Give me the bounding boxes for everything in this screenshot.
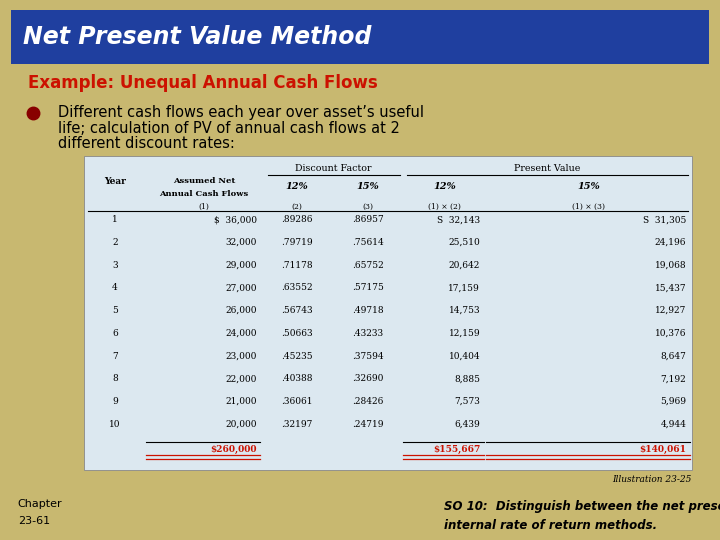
- Text: 7,573: 7,573: [454, 397, 480, 406]
- Text: 4,944: 4,944: [660, 420, 686, 429]
- Text: .75614: .75614: [352, 238, 384, 247]
- Text: Year: Year: [104, 177, 126, 186]
- Text: .45235: .45235: [282, 352, 313, 361]
- Text: 21,000: 21,000: [225, 397, 256, 406]
- Text: 10,404: 10,404: [449, 352, 480, 361]
- Text: Chapter: Chapter: [18, 499, 63, 509]
- Text: Different cash flows each year over asset’s useful: Different cash flows each year over asse…: [58, 105, 424, 120]
- Text: 24,000: 24,000: [225, 329, 256, 338]
- Text: 12,927: 12,927: [654, 306, 686, 315]
- Text: (1): (1): [199, 203, 210, 211]
- Text: 9: 9: [112, 397, 118, 406]
- Text: 10,376: 10,376: [654, 329, 686, 338]
- Text: Illustration 23-25: Illustration 23-25: [613, 475, 692, 484]
- Text: .71178: .71178: [282, 261, 313, 269]
- Text: $155,667: $155,667: [433, 445, 480, 454]
- Text: .28426: .28426: [352, 397, 383, 406]
- Text: .37594: .37594: [352, 352, 384, 361]
- Text: 24,196: 24,196: [654, 238, 686, 247]
- Text: 15%: 15%: [356, 181, 379, 191]
- Text: 8: 8: [112, 374, 118, 383]
- Text: $260,000: $260,000: [210, 445, 256, 454]
- Text: 8,885: 8,885: [454, 374, 480, 383]
- Text: 2: 2: [112, 238, 117, 247]
- Text: 19,068: 19,068: [654, 261, 686, 269]
- Text: $140,061: $140,061: [639, 445, 686, 454]
- Text: 1: 1: [112, 215, 118, 224]
- Text: .49718: .49718: [352, 306, 384, 315]
- Text: .43233: .43233: [352, 329, 383, 338]
- Text: .57175: .57175: [352, 284, 384, 292]
- Text: 14,753: 14,753: [449, 306, 480, 315]
- Text: 7,192: 7,192: [660, 374, 686, 383]
- Text: .56743: .56743: [282, 306, 313, 315]
- Text: internal rate of return methods.: internal rate of return methods.: [444, 519, 657, 532]
- Text: 15%: 15%: [577, 181, 600, 191]
- Text: S  31,305: S 31,305: [643, 215, 686, 224]
- Text: 29,000: 29,000: [225, 261, 256, 269]
- Text: 12,159: 12,159: [449, 329, 480, 338]
- Text: .89286: .89286: [282, 215, 313, 224]
- Text: 12%: 12%: [433, 181, 456, 191]
- Text: 17,159: 17,159: [449, 284, 480, 292]
- Text: $  36,000: $ 36,000: [214, 215, 256, 224]
- Text: .65752: .65752: [352, 261, 384, 269]
- Text: 23-61: 23-61: [18, 516, 50, 526]
- Text: .63552: .63552: [282, 284, 313, 292]
- Text: 20,000: 20,000: [225, 420, 256, 429]
- Text: 5,969: 5,969: [660, 397, 686, 406]
- Text: 10: 10: [109, 420, 121, 429]
- Text: 4: 4: [112, 284, 118, 292]
- Text: (1) × (3): (1) × (3): [572, 203, 606, 211]
- Text: .36061: .36061: [282, 397, 313, 406]
- Text: .32197: .32197: [282, 420, 312, 429]
- Text: .24719: .24719: [352, 420, 384, 429]
- Text: .79719: .79719: [282, 238, 313, 247]
- Text: (2): (2): [292, 203, 302, 211]
- Text: different discount rates:: different discount rates:: [58, 137, 235, 151]
- Text: 27,000: 27,000: [225, 284, 256, 292]
- Text: 32,000: 32,000: [225, 238, 256, 247]
- Text: Example: Unequal Annual Cash Flows: Example: Unequal Annual Cash Flows: [28, 75, 378, 92]
- Text: 12%: 12%: [286, 181, 308, 191]
- Text: .40388: .40388: [282, 374, 313, 383]
- Text: life; calculation of PV of annual cash flows at 2: life; calculation of PV of annual cash f…: [58, 121, 400, 136]
- Bar: [84, 156, 692, 470]
- Text: (3): (3): [362, 203, 373, 211]
- Text: Net Present Value Method: Net Present Value Method: [23, 25, 372, 49]
- Text: 23,000: 23,000: [225, 352, 256, 361]
- Text: Assumed Net: Assumed Net: [173, 177, 235, 185]
- Text: 3: 3: [112, 261, 117, 269]
- Text: 22,000: 22,000: [225, 374, 256, 383]
- Text: 5: 5: [112, 306, 118, 315]
- Text: 8,647: 8,647: [660, 352, 686, 361]
- Text: 26,000: 26,000: [225, 306, 256, 315]
- Text: Present Value: Present Value: [514, 164, 581, 173]
- Text: 25,510: 25,510: [449, 238, 480, 247]
- Text: 6,439: 6,439: [454, 420, 480, 429]
- Text: .32690: .32690: [352, 374, 383, 383]
- Text: .50663: .50663: [282, 329, 313, 338]
- Text: 20,642: 20,642: [449, 261, 480, 269]
- Text: (1) × (2): (1) × (2): [428, 203, 461, 211]
- Text: Annual Cash Flows: Annual Cash Flows: [159, 190, 248, 198]
- Text: 7: 7: [112, 352, 118, 361]
- Text: Discount Factor: Discount Factor: [294, 164, 371, 173]
- Text: S  32,143: S 32,143: [437, 215, 480, 224]
- Text: SO 10:  Distinguish between the net present value and: SO 10: Distinguish between the net prese…: [444, 500, 720, 512]
- Text: 15,437: 15,437: [654, 284, 686, 292]
- Text: 6: 6: [112, 329, 118, 338]
- Text: .86957: .86957: [352, 215, 384, 224]
